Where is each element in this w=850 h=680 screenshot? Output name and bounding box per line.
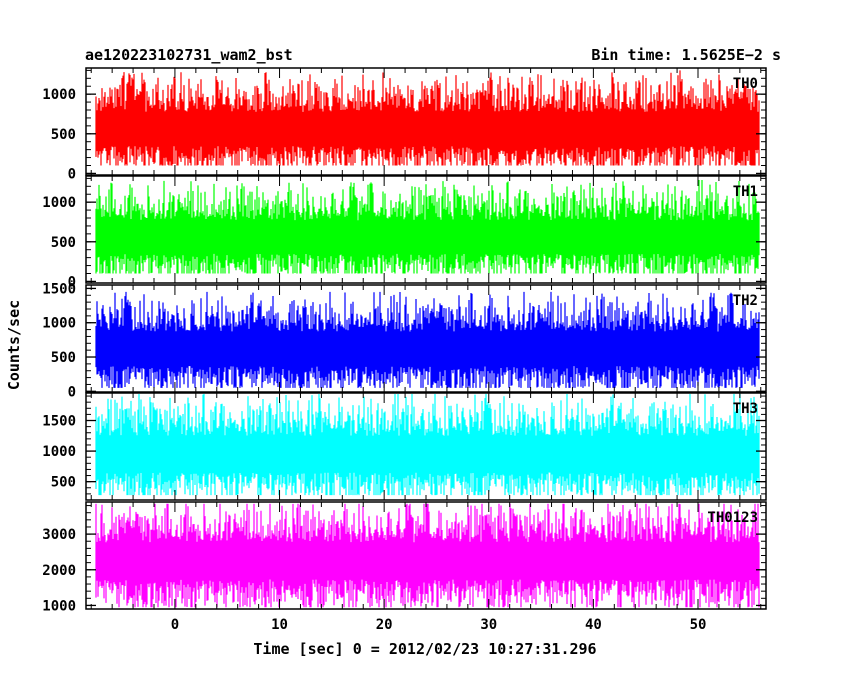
chart-title-left: ae120223102731_wam2_bst	[85, 46, 293, 64]
y-tick-label: 1000	[42, 598, 76, 614]
x-tick-label: 20	[376, 617, 393, 633]
series-th0123-trace	[95, 503, 760, 608]
panel-label: TH0	[733, 76, 758, 92]
y-tick-label: 1500	[42, 414, 76, 430]
x-axis-label: Time [sec] 0 = 2012/02/23 10:27:31.296	[253, 640, 596, 658]
x-tick-label: 30	[480, 617, 497, 633]
series-th1-trace	[95, 180, 760, 274]
y-tick-label: 0	[68, 384, 76, 400]
y-tick-label: 2000	[42, 563, 76, 579]
y-tick-label: 1500	[42, 281, 76, 297]
y-axis-label: Counts/sec	[5, 300, 23, 390]
series-th3-trace	[95, 394, 760, 496]
panel-th0: 0 500 1000 TH0	[42, 67, 767, 182]
y-tick-label: 3000	[42, 527, 76, 543]
chart-title-right: Bin time: 1.5625E−2 s	[591, 46, 781, 64]
panel-label: TH1	[733, 184, 758, 200]
y-tick-label: 500	[51, 127, 76, 143]
y-tick-label: 0	[68, 166, 76, 182]
y-tick-label: 500	[51, 235, 76, 251]
x-tick-label: 0	[171, 617, 179, 633]
panel-label: TH2	[733, 293, 758, 309]
y-tick-label: 0	[68, 274, 76, 290]
x-tick-label: 10	[271, 617, 288, 633]
y-tick-label: 1000	[42, 316, 76, 332]
x-tick-label: 50	[690, 617, 707, 633]
panel-label: TH3	[733, 401, 758, 417]
x-tick-label: 40	[585, 617, 602, 633]
series-th0-trace	[95, 70, 760, 166]
y-tick-label: 500	[51, 350, 76, 366]
panel-label: TH0123	[707, 510, 758, 526]
panel-th1: 0 500 1000 TH1	[42, 175, 767, 290]
y-tick-label: 500	[51, 475, 76, 491]
y-tick-label: 1000	[42, 444, 76, 460]
panel-th0123: 1000 2000 3000 TH0123	[42, 501, 767, 614]
y-tick-label: 1000	[42, 195, 76, 211]
panel-th2: 0 500 1000 1500 TH2	[42, 281, 767, 400]
panel-th3: 500 1000 1500 TH3	[42, 392, 767, 501]
y-tick-label: 1000	[42, 87, 76, 103]
series-th2-trace	[95, 291, 760, 388]
